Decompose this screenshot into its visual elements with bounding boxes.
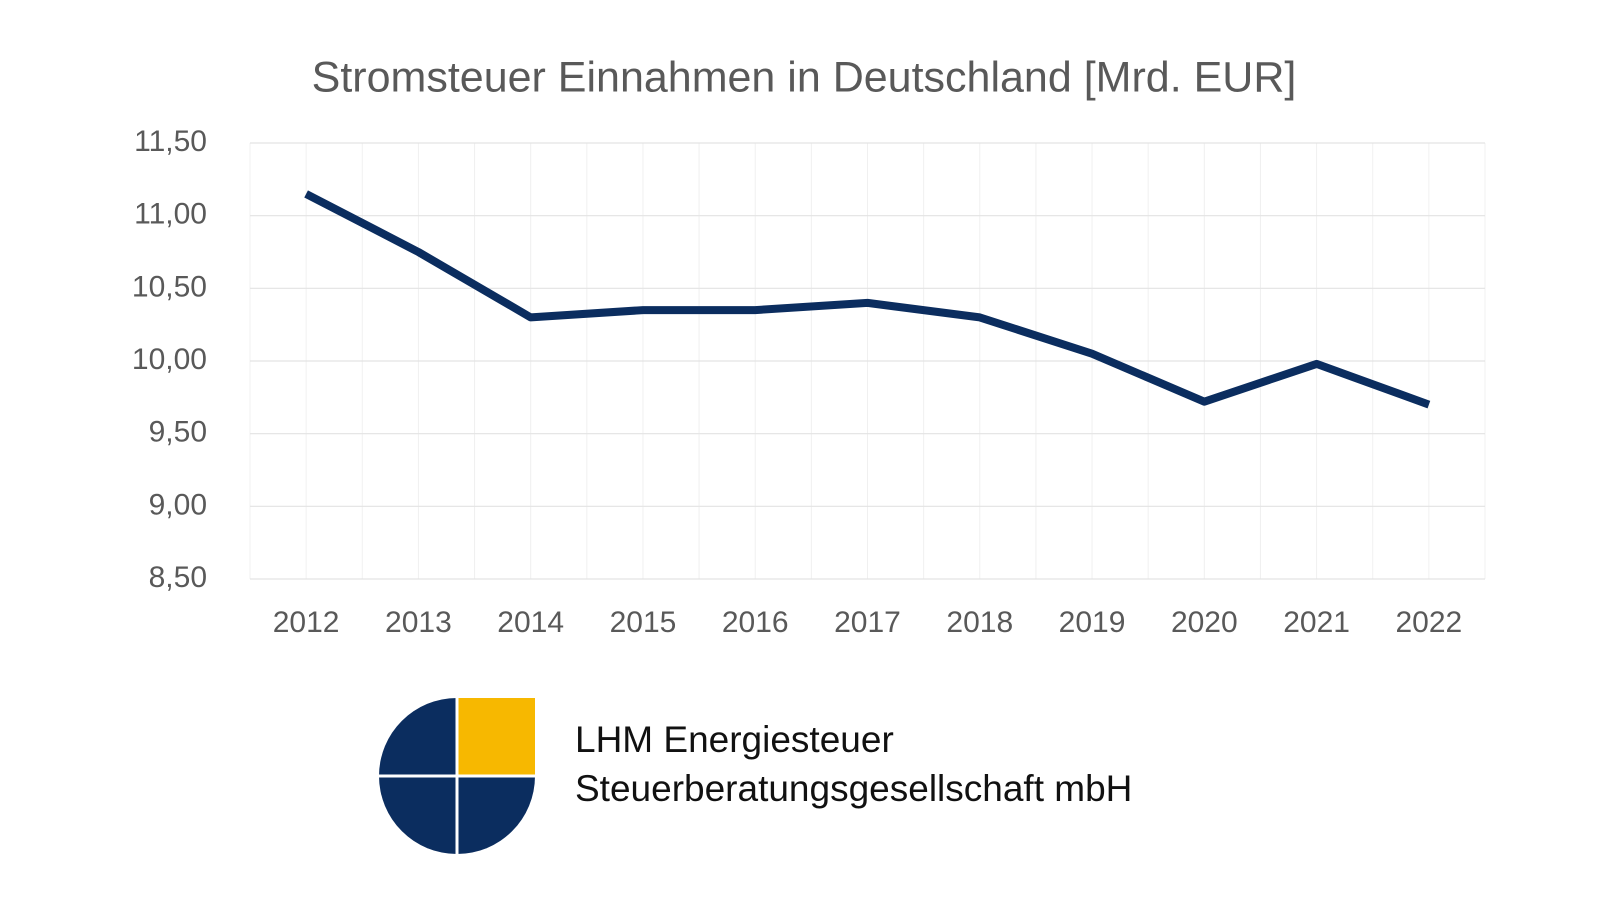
x-tick-label: 2012 [273, 606, 340, 639]
company-name: Steuerberatungsgesellschaft mbH [575, 768, 1132, 809]
logo [379, 698, 535, 854]
x-tick-label: 2017 [834, 606, 901, 639]
data-line [304, 190, 1431, 409]
x-tick-label: 2015 [610, 606, 677, 639]
y-tick-label: 9,00 [149, 488, 207, 521]
logo-square [457, 698, 535, 776]
y-tick-label: 8,50 [149, 561, 207, 594]
x-tick-label: 2014 [497, 606, 564, 639]
chart-title: Stromsteuer Einnahmen in Deutschland [Mr… [312, 53, 1297, 101]
x-tick-label: 2018 [946, 606, 1013, 639]
y-tick-label: 10,00 [132, 343, 207, 376]
y-tick-label: 11,50 [134, 125, 207, 158]
x-tick-label: 2016 [722, 606, 789, 639]
logo-quadrant [457, 776, 535, 854]
logo-quadrant [379, 698, 457, 776]
x-tick-label: 2021 [1283, 606, 1350, 639]
x-tick-label: 2013 [385, 606, 452, 639]
x-tick-label: 2020 [1171, 606, 1238, 639]
company-name: LHM Energiesteuer [575, 719, 894, 760]
y-tick-label: 9,50 [149, 416, 207, 449]
logo-quadrant [379, 776, 457, 854]
x-tick-label: 2022 [1395, 606, 1462, 639]
x-tick-label: 2019 [1059, 606, 1126, 639]
y-tick-label: 11,00 [134, 198, 207, 231]
y-tick-label: 10,50 [132, 270, 207, 303]
